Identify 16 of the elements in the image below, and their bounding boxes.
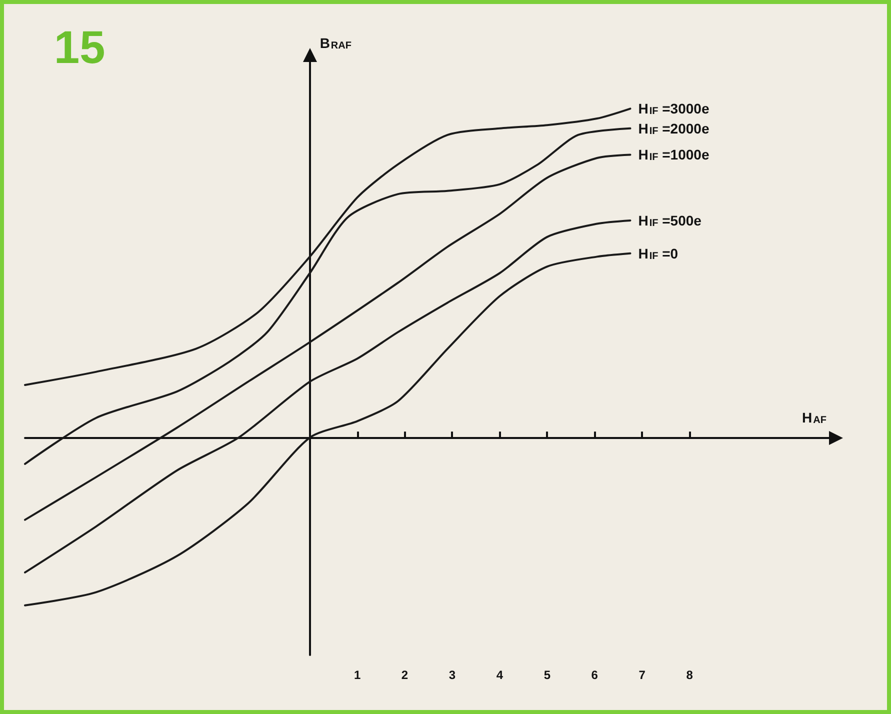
series-label: HIF =0 <box>638 245 678 262</box>
x-tick-label: 7 <box>638 668 646 682</box>
series-label: HIF =500e <box>638 212 702 229</box>
x-tick-label: 6 <box>591 668 598 682</box>
series-label: HIF =3000e <box>638 100 710 118</box>
x-tick-label: 3 <box>448 668 456 682</box>
x-tick-label: 5 <box>544 668 551 682</box>
y-axis-title: BRAF <box>320 35 352 52</box>
x-tick-label: 4 <box>496 668 504 682</box>
x-axis-title: HAF <box>802 410 826 426</box>
x-tick-label: 8 <box>686 668 694 682</box>
x-tick-label: 1 <box>354 668 361 682</box>
series-label: HIF =1000e <box>638 146 710 164</box>
text: 15 <box>54 21 106 73</box>
series-label: HIF =2000e <box>638 120 710 137</box>
x-tick-label: 2 <box>401 668 408 682</box>
